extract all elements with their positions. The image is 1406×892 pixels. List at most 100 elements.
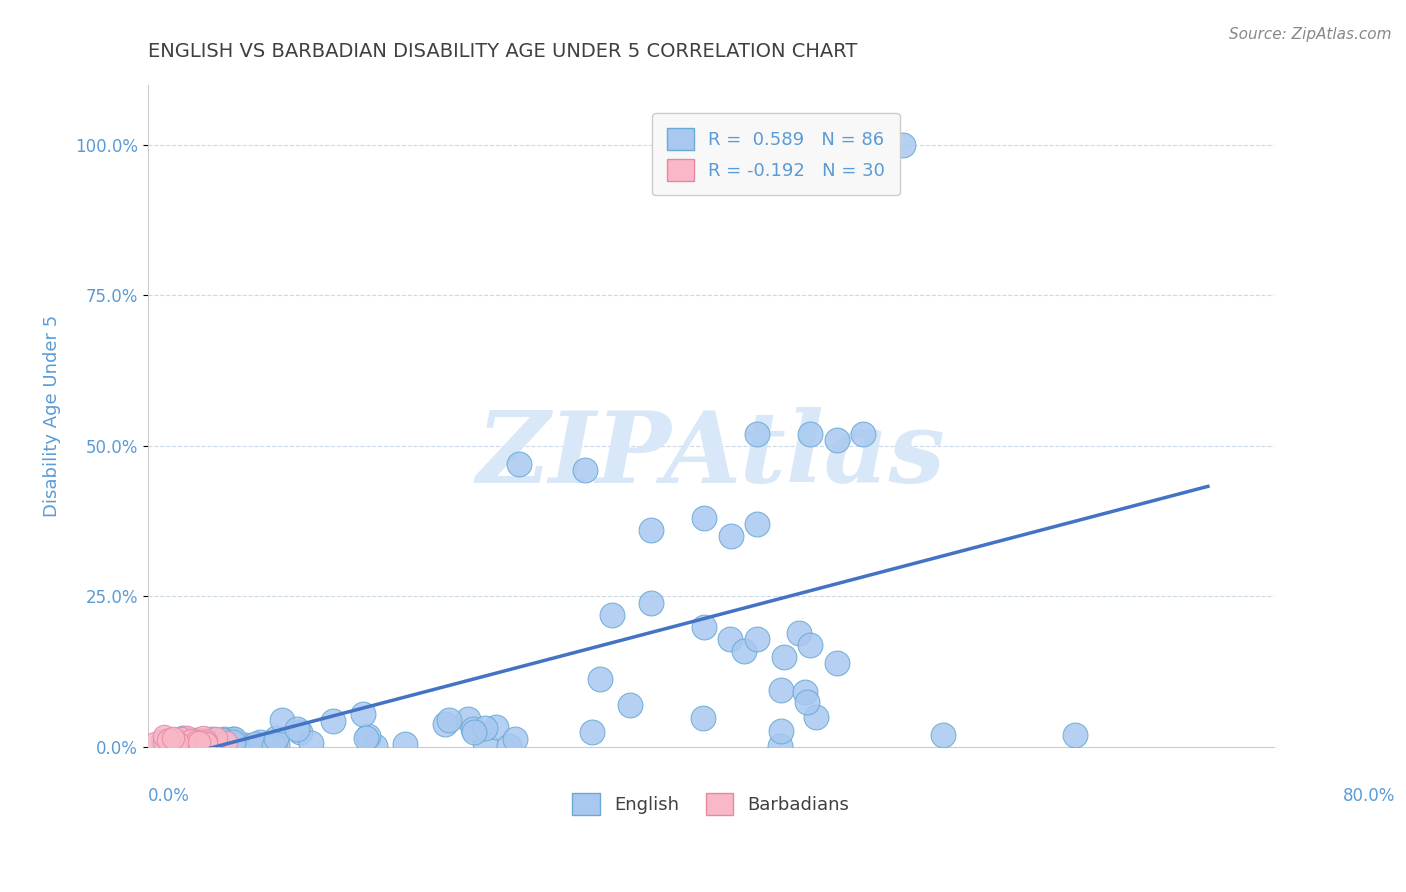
Point <box>733 643 755 657</box>
Point <box>266 737 288 751</box>
Point <box>768 739 790 753</box>
Point <box>796 695 818 709</box>
Point <box>194 732 217 747</box>
Point <box>720 529 742 543</box>
Point <box>191 731 214 745</box>
Point <box>1064 728 1087 742</box>
Point <box>285 722 308 736</box>
Point <box>288 724 311 739</box>
Y-axis label: Disability Age Under 5: Disability Age Under 5 <box>44 315 60 517</box>
Point <box>243 737 266 751</box>
Point <box>806 710 828 724</box>
Point <box>640 595 662 609</box>
Point <box>322 714 344 729</box>
Point <box>193 739 215 753</box>
Point <box>222 735 245 749</box>
Point <box>173 738 195 752</box>
Point <box>772 649 794 664</box>
Point <box>581 725 603 739</box>
Text: ZIPAtlas: ZIPAtlas <box>477 408 945 504</box>
Point <box>157 732 180 747</box>
Point <box>172 737 194 751</box>
Point <box>221 737 243 751</box>
Point <box>264 731 287 746</box>
Text: Source: ZipAtlas.com: Source: ZipAtlas.com <box>1229 27 1392 42</box>
Point <box>222 731 245 746</box>
Point <box>167 735 190 749</box>
Text: 0.0%: 0.0% <box>148 787 190 805</box>
Point <box>463 723 485 737</box>
Text: 80.0%: 80.0% <box>1343 787 1395 805</box>
Point <box>172 731 194 746</box>
Point <box>215 735 238 749</box>
Point <box>394 737 416 751</box>
Point <box>357 729 380 743</box>
Point <box>238 739 260 754</box>
Point <box>143 735 166 749</box>
Point <box>747 426 769 441</box>
Point <box>891 137 914 152</box>
Point <box>825 656 848 670</box>
Point <box>439 713 461 727</box>
Point <box>194 736 217 750</box>
Point <box>166 739 188 754</box>
Text: ENGLISH VS BARBADIAN DISABILITY AGE UNDER 5 CORRELATION CHART: ENGLISH VS BARBADIAN DISABILITY AGE UNDE… <box>148 42 858 61</box>
Point <box>474 721 496 735</box>
Point <box>204 737 226 751</box>
Point <box>194 735 217 749</box>
Point <box>474 736 496 750</box>
Point <box>162 735 184 749</box>
Point <box>153 730 176 744</box>
Point <box>718 632 741 646</box>
Point <box>156 735 179 749</box>
Point <box>932 728 955 742</box>
Point <box>852 426 875 441</box>
Point <box>181 735 204 749</box>
Point <box>186 734 208 748</box>
Point <box>769 683 792 698</box>
Point <box>747 517 769 532</box>
Point <box>176 735 198 749</box>
Point <box>253 739 276 754</box>
Point <box>789 626 811 640</box>
Point <box>825 433 848 447</box>
Point <box>508 457 530 471</box>
Point <box>434 717 457 731</box>
Point <box>169 734 191 748</box>
Point <box>188 739 211 753</box>
Point <box>187 734 209 748</box>
Point <box>356 731 378 745</box>
Point <box>195 739 218 753</box>
Point <box>463 725 485 739</box>
Point <box>153 735 176 749</box>
Point <box>152 734 174 748</box>
Point <box>176 730 198 744</box>
Legend: English, Barbadians: English, Barbadians <box>565 786 856 822</box>
Point <box>212 731 235 746</box>
Point <box>204 731 226 745</box>
Point <box>201 731 224 746</box>
Point <box>352 707 374 722</box>
Point <box>619 698 641 712</box>
Point <box>180 733 202 747</box>
Point <box>165 737 187 751</box>
Point <box>720 137 742 152</box>
Point <box>195 733 218 747</box>
Point <box>263 739 285 754</box>
Point <box>747 632 769 646</box>
Point <box>221 731 243 746</box>
Point <box>194 739 217 754</box>
Point <box>155 738 177 752</box>
Point <box>364 739 387 753</box>
Point <box>485 720 508 734</box>
Point <box>799 426 821 441</box>
Point <box>600 607 623 622</box>
Point <box>799 638 821 652</box>
Point <box>263 737 285 751</box>
Point <box>505 731 527 746</box>
Point <box>169 736 191 750</box>
Point <box>574 463 596 477</box>
Point <box>249 735 271 749</box>
Point <box>769 724 792 739</box>
Point <box>693 511 716 525</box>
